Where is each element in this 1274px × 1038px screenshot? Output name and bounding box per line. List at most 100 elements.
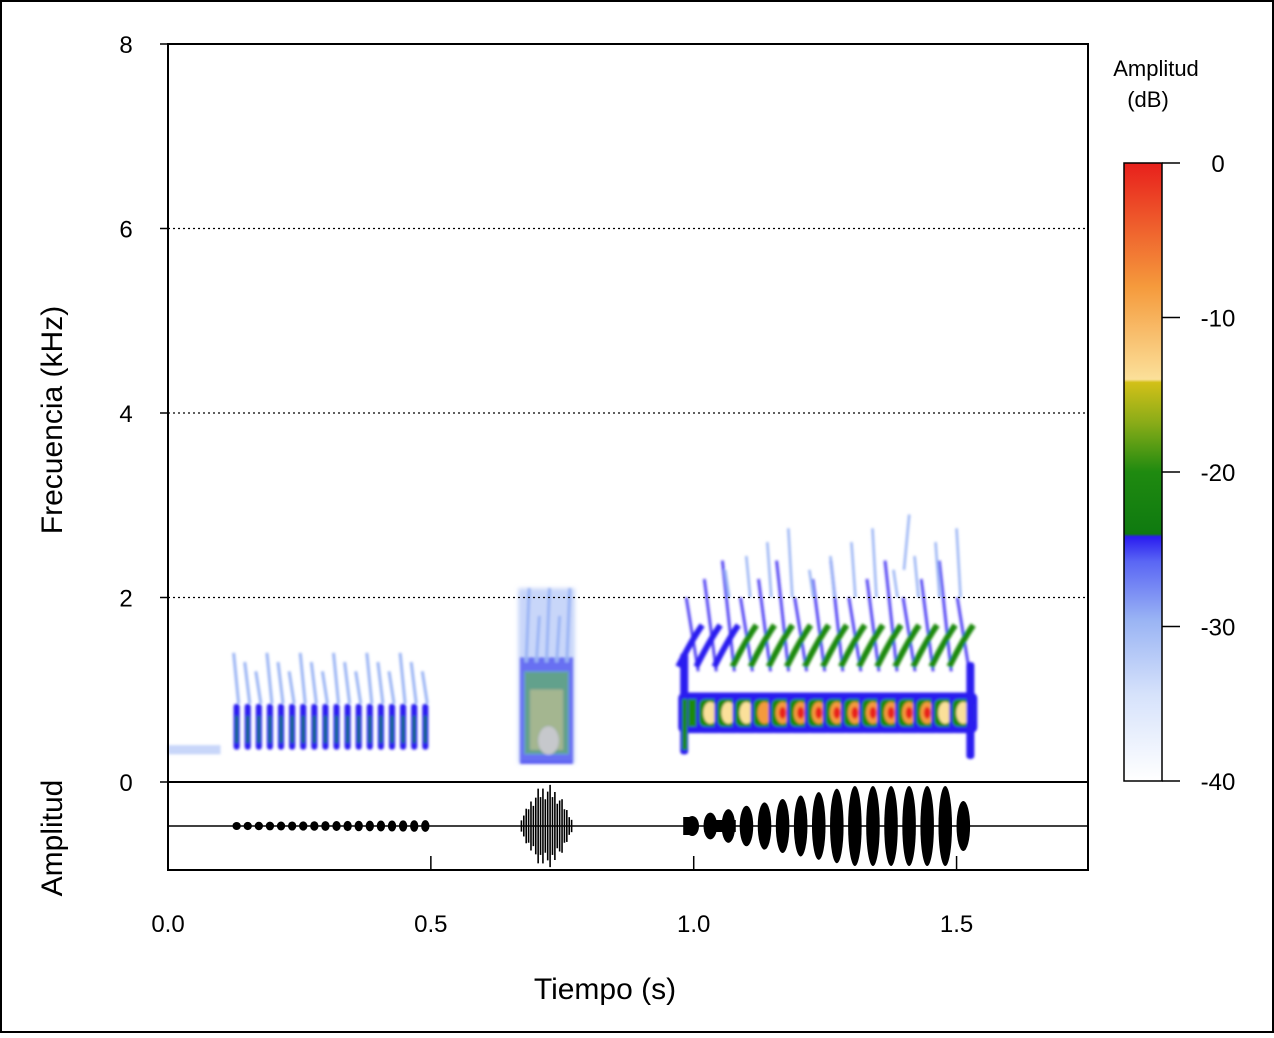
osc-pulse [902,786,916,866]
pulse-upper-streak [738,597,754,672]
gridlines [168,227,1088,599]
osc-pulse [938,786,953,866]
pulse-lower-hot [721,701,736,724]
osc-pulse [830,788,844,864]
x-tick-label: 1.0 [677,911,710,938]
pulse-upper-streak [793,597,809,672]
osc-pulse [884,786,898,866]
pulse-lower-peak [815,706,823,719]
pulse-upper-band [910,623,940,669]
pulse-core [346,715,349,744]
osc-pulse [232,822,241,830]
pulse-harmonic [332,652,341,704]
pulse-upper-band [892,623,922,669]
colorbar-tick-label: -40 [1201,769,1236,796]
oscillogram-axis-title: Amplitud [36,780,69,897]
pulse-upper-band [693,623,723,669]
pulse-upper-band [928,623,958,669]
high-streak [850,542,857,598]
pulse-upper-band [820,623,850,669]
osc-pulse [848,786,862,866]
osc-pulse [287,821,297,831]
pulse-upper-streak [757,578,773,672]
pulse-core [257,715,260,744]
osc-pulse [365,820,374,832]
high-streak [724,569,731,598]
colorbar-tick-label: -30 [1201,615,1236,642]
pulse-upper-band [838,623,868,669]
pulse-lower-peak [905,706,913,719]
pulse-upper-band [765,623,796,669]
colorbar [1123,162,1163,782]
pulse-lower-peak [869,706,877,719]
high-streak [808,569,815,598]
osc-pulse [398,820,408,832]
spectrogram-baseline [168,745,221,755]
pulse-lower-hot [757,701,772,724]
osc-pulse [376,820,386,832]
osc-pulse [775,798,790,854]
spectrogram-layer [168,514,978,764]
pulse-lower-hot [703,701,718,724]
osc-pulse [739,805,754,847]
pulse-harmonic [298,652,307,704]
osc-pulse [265,821,275,831]
y-tick-label: 6 [119,217,132,244]
high-streak [902,514,911,570]
osc-pulse [387,820,397,832]
osc-onset [683,817,690,835]
pulse-harmonic [354,671,363,704]
pulse-core [246,715,249,744]
pulse-lower-hot [739,701,754,724]
pulse-upper-band [783,623,814,669]
osc-pulse [254,821,263,831]
pulse-upper-band [747,623,777,669]
pulse-upper-streak [684,597,700,672]
colorbar-title-line-1: Amplitud [1113,56,1199,81]
pulse-upper-streak [955,597,971,672]
pulse-core [390,715,394,744]
osc-pulse [757,802,772,850]
x-tick-label: 0.0 [151,911,184,938]
high-streak [766,542,773,598]
osc-pulse [354,820,363,832]
pulse-upper-streak [937,560,953,672]
burst-halo [518,588,575,764]
pulse-harmonic [420,671,429,704]
high-streak [871,528,878,598]
high-streak [787,528,794,598]
high-streak [955,528,962,598]
pulse-harmonic [409,661,418,704]
colorbar-title-line-2: (dB) [1127,87,1169,112]
pulse-harmonic [376,661,385,704]
pulse-core [302,715,305,744]
pulse-core [379,715,382,744]
spectrogram-halo [518,588,575,764]
pulse-upper-streak [847,597,863,672]
pulse-upper-band [856,623,886,669]
y-tick-label: 8 [119,32,132,59]
pulse-upper-band [874,623,904,669]
pulse-core [335,715,338,744]
pulse-harmonic [265,652,274,704]
pulse-upper-streak [901,597,917,672]
pulse-harmonic [254,671,263,704]
osc-pulse [299,821,308,831]
high-streak [913,555,920,598]
pulse-core [402,715,405,744]
y-tick-label: 0 [119,770,132,797]
pulse-upper-streak [811,578,827,672]
osc-pulse [332,821,341,831]
pulse-core [368,715,371,744]
pulse-upper-streak [883,560,899,672]
high-streak [934,542,941,598]
pulse-lower-peak [923,706,931,719]
pulse-core [424,715,427,744]
high-streak [829,555,836,598]
pulse-harmonic [287,671,296,704]
pulse-core [268,715,271,744]
pulse-harmonic [343,661,352,704]
